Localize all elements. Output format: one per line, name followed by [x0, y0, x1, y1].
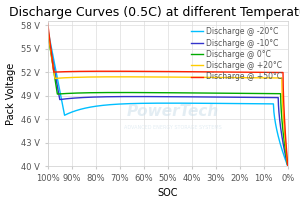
Discharge @ 0°C: [70, 92, 74, 94]
Discharge @ +20°C: [70, 76, 74, 79]
Discharge @ -10°C: [152, 95, 155, 98]
Discharge @ -20°C: [70, 111, 74, 113]
Discharge @ 0°C: [211, 92, 214, 94]
Line: Discharge @ +20°C: Discharge @ +20°C: [48, 31, 288, 166]
Discharge @ -10°C: [143, 95, 147, 98]
Discharge @ -20°C: [46, 28, 50, 30]
Discharge @ -20°C: [286, 165, 290, 167]
Y-axis label: Pack Voltage: Pack Voltage: [6, 63, 16, 125]
Line: Discharge @ -10°C: Discharge @ -10°C: [48, 33, 288, 166]
Discharge @ -10°C: [211, 96, 214, 98]
Discharge @ -10°C: [233, 96, 237, 99]
Discharge @ -20°C: [238, 102, 241, 105]
Discharge @ -20°C: [211, 102, 214, 105]
Discharge @ +20°C: [152, 76, 155, 78]
Discharge @ +20°C: [238, 76, 241, 79]
Discharge @ +20°C: [46, 30, 50, 32]
Discharge @ +20°C: [211, 76, 214, 79]
Discharge @ 0°C: [233, 92, 237, 94]
Discharge @ -10°C: [70, 97, 74, 100]
Discharge @ 0°C: [238, 92, 241, 94]
Discharge @ +20°C: [286, 165, 290, 167]
Discharge @ +50°C: [46, 22, 50, 25]
Discharge @ 0°C: [46, 32, 50, 34]
Discharge @ +50°C: [238, 71, 241, 73]
Discharge @ 0°C: [152, 91, 155, 94]
Discharge @ +50°C: [211, 71, 214, 73]
Discharge @ -10°C: [238, 96, 241, 99]
Line: Discharge @ +50°C: Discharge @ +50°C: [48, 23, 288, 166]
X-axis label: SOC: SOC: [158, 188, 178, 198]
Discharge @ +20°C: [233, 76, 237, 79]
Text: PowerTech: PowerTech: [127, 104, 219, 119]
Discharge @ +50°C: [233, 71, 237, 73]
Line: Discharge @ -20°C: Discharge @ -20°C: [48, 29, 288, 166]
Discharge @ -20°C: [152, 102, 155, 104]
Line: Discharge @ 0°C: Discharge @ 0°C: [48, 33, 288, 166]
Discharge @ -20°C: [143, 102, 147, 104]
Discharge @ -10°C: [286, 165, 290, 167]
Text: ADVANCED ENERGY STORAGE SYSTEMS: ADVANCED ENERGY STORAGE SYSTEMS: [124, 125, 221, 130]
Discharge @ +50°C: [286, 165, 290, 167]
Discharge @ 0°C: [286, 165, 290, 167]
Discharge @ -10°C: [46, 32, 50, 34]
Discharge @ +50°C: [70, 70, 74, 73]
Discharge @ -20°C: [233, 102, 237, 105]
Discharge @ 0°C: [143, 91, 147, 94]
Title: Discharge Curves (0.5C) at different Temperatures: Discharge Curves (0.5C) at different Tem…: [9, 6, 300, 19]
Discharge @ +20°C: [143, 76, 147, 78]
Discharge @ +50°C: [152, 70, 155, 73]
Legend: Discharge @ -20°C, Discharge @ -10°C, Discharge @ 0°C, Discharge @ +20°C, Discha: Discharge @ -20°C, Discharge @ -10°C, Di…: [189, 25, 284, 84]
Discharge @ +50°C: [143, 70, 147, 73]
